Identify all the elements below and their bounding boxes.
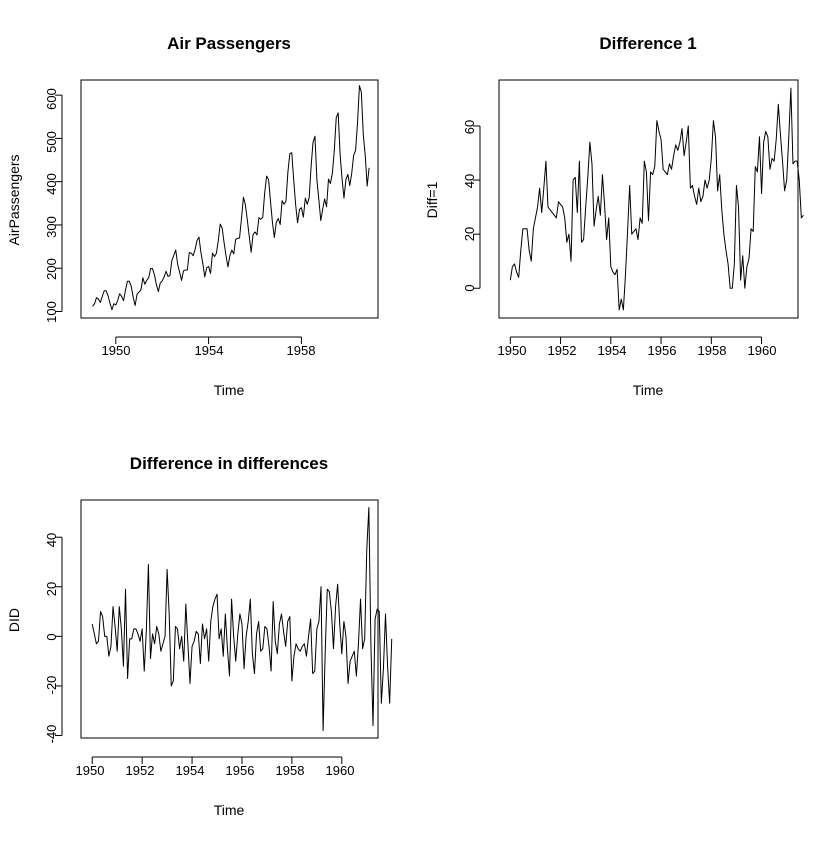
panel-2-xtick-label: 1958 — [698, 343, 727, 358]
panel-1-ytick-label: 600 — [44, 88, 59, 110]
panel-2-xtick-label: 1956 — [648, 343, 677, 358]
panel-3-frame — [80, 499, 379, 739]
panel-2-ytick-label: 0 — [462, 284, 477, 291]
panel-3-xtick-label: 1952 — [126, 763, 155, 778]
panel-3-xtick-label: 1960 — [326, 763, 355, 778]
panel-2-frame — [498, 79, 799, 319]
panel-2-xtick-label: 1954 — [598, 343, 627, 358]
panel-2-xtick-label: 1960 — [748, 343, 777, 358]
panel-3-ytick-label: 0 — [44, 633, 59, 640]
panel-3-title: Difference in differences — [130, 454, 328, 473]
panel-3-xtick-label: 1950 — [76, 763, 105, 778]
panel-1-xtick-label: 1954 — [195, 343, 224, 358]
panel-1-ytick-label: 300 — [44, 216, 59, 238]
panel-2-xtick-label: 1950 — [498, 343, 527, 358]
panel-3-ytick-label: 20 — [44, 582, 59, 596]
panel-3-ylabel: DID — [6, 608, 22, 632]
panel-2-ylabel: Diff=1 — [424, 181, 440, 218]
panel-1-ytick-label: 200 — [44, 258, 59, 280]
panel-1-ytick-label: 500 — [44, 131, 59, 153]
panel-2-xlabel: Time — [633, 382, 664, 398]
panel-2-ytick-label: 40 — [462, 174, 477, 188]
panel-2-xtick-label: 1952 — [548, 343, 577, 358]
panel-1-ytick-label: 100 — [44, 301, 59, 323]
panel-1-series-line — [92, 85, 370, 311]
panel-1-frame — [80, 79, 379, 319]
panel-difference-in-differences: Difference in differences Time DID 1950 … — [6, 454, 354, 818]
panel-1-ylabel: AirPassengers — [6, 154, 22, 245]
panel-1-plot — [55, 79, 379, 344]
panel-2-ytick-label: 20 — [462, 227, 477, 241]
panel-1-xtick-label: 1950 — [102, 343, 131, 358]
panel-air-passengers: Air Passengers Time AirPassengers 1950 1… — [6, 34, 315, 398]
panel-2-title: Difference 1 — [599, 34, 696, 53]
panel-2-ytick-label: 60 — [462, 120, 477, 134]
panel-3-ytick-label: -40 — [44, 725, 59, 744]
panel-3-xtick-label: 1954 — [176, 763, 205, 778]
panel-3-xtick-label: 1958 — [276, 763, 305, 778]
panel-3-series-line — [91, 506, 393, 732]
panel-difference-1: Difference 1 Time Diff=1 1950 1952 1954 … — [424, 34, 776, 398]
panel-1-ytick-label: 400 — [44, 173, 59, 195]
panel-1-xtick-label: 1958 — [287, 343, 316, 358]
panel-3-xtick-label: 1956 — [226, 763, 255, 778]
panel-3-ytick-label: 40 — [44, 533, 59, 547]
panel-2-series-line — [509, 87, 804, 311]
panel-2-plot — [473, 79, 804, 344]
panel-3-plot — [55, 499, 393, 764]
panel-3-xlabel: Time — [214, 802, 245, 818]
panel-1-xlabel: Time — [214, 382, 245, 398]
panel-1-title: Air Passengers — [167, 34, 291, 53]
panel-3-ytick-label: -20 — [44, 676, 59, 695]
